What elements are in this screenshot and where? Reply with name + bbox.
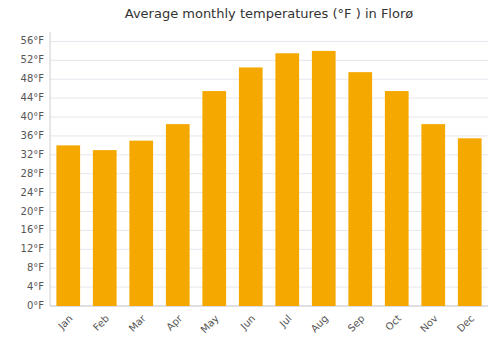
x-tick-label: Jun <box>238 313 258 333</box>
axes: 0°F 4°F 8°F 12°F 16°F 20°F 24°F 28°F 32°F 36°F 40°… <box>21 32 488 335</box>
y-tick-label: 52°F <box>21 54 45 65</box>
bar <box>385 91 409 306</box>
x-tick-label: Feb <box>91 313 111 333</box>
bar <box>421 124 445 306</box>
bar <box>275 53 299 306</box>
x-tick-label: Nov <box>418 313 440 335</box>
y-tick-label: 0°F <box>27 300 44 311</box>
x-tick-label: Sep <box>346 313 367 334</box>
chart-container: 0°F 4°F 8°F 12°F 16°F 20°F 24°F 28°F 32°F 36°F 40°… <box>0 0 500 350</box>
bar <box>56 145 80 306</box>
x-tick-label: May <box>198 313 220 335</box>
y-tick-label: 24°F <box>21 187 45 198</box>
y-tick-label: 36°F <box>21 130 45 141</box>
grid-line <box>50 79 488 80</box>
y-axis-line <box>50 32 51 306</box>
grid <box>50 41 488 306</box>
y-tick-label: 4°F <box>27 281 44 292</box>
chart-title: Average monthly temperatures (°F ) in Fl… <box>125 6 414 21</box>
bars <box>56 51 481 306</box>
grid-line <box>50 98 488 99</box>
x-tick-label: Mar <box>127 312 149 334</box>
grid-line <box>50 60 488 61</box>
y-tick-label: 40°F <box>21 111 45 122</box>
bar <box>129 141 153 306</box>
bar <box>93 150 117 306</box>
x-tick-label: Aug <box>309 313 331 335</box>
chart-svg: 0°F 4°F 8°F 12°F 16°F 20°F 24°F 28°F 32°F 36°F 40°… <box>0 0 500 350</box>
y-tick-label: 8°F <box>27 262 44 273</box>
y-tick-label: 12°F <box>21 243 45 254</box>
bar <box>202 91 226 306</box>
y-tick-label: 48°F <box>21 73 45 84</box>
bar <box>458 138 482 306</box>
bar <box>239 67 263 306</box>
bar <box>312 51 336 306</box>
y-tick-label: 44°F <box>21 92 45 103</box>
y-tick-label: 56°F <box>21 35 45 46</box>
bar <box>348 72 372 306</box>
grid-line <box>50 41 488 42</box>
bar <box>166 124 190 306</box>
y-tick-label: 28°F <box>21 168 45 179</box>
x-tick-label: Jul <box>277 313 294 330</box>
x-tick-label: Dec <box>455 313 476 334</box>
x-tick-label: Apr <box>164 312 185 333</box>
grid-line <box>50 117 488 118</box>
y-tick-label: 16°F <box>21 224 45 235</box>
y-tick-label: 20°F <box>21 206 45 217</box>
x-tick-label: Jan <box>55 313 74 332</box>
x-tick-label: Oct <box>383 313 403 333</box>
y-tick-label: 32°F <box>21 149 45 160</box>
